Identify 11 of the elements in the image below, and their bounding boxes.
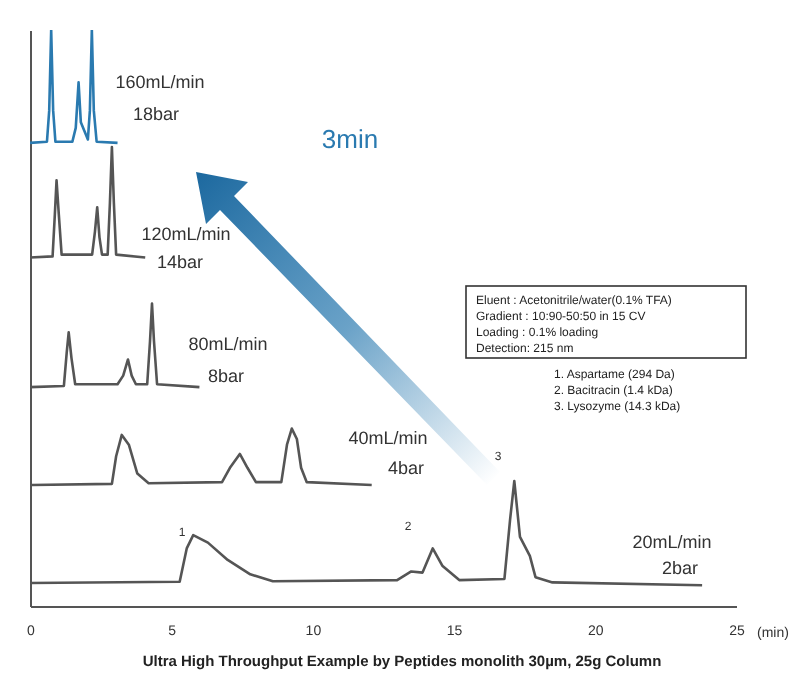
annotation: 20mL/min: [632, 532, 712, 552]
annotation: 40mL/min: [348, 428, 428, 448]
annotation: 18bar: [132, 104, 180, 124]
annotation: 120mL/min: [141, 224, 231, 244]
annotation: 80mL/min: [188, 334, 268, 354]
annotation: 2bar: [661, 558, 699, 578]
annotation: 8bar: [207, 366, 245, 386]
annotation: 4bar: [387, 458, 425, 478]
annotation: 14bar: [156, 252, 204, 272]
annotation: 160mL/min: [115, 72, 205, 92]
annotation: 3min: [321, 124, 379, 154]
